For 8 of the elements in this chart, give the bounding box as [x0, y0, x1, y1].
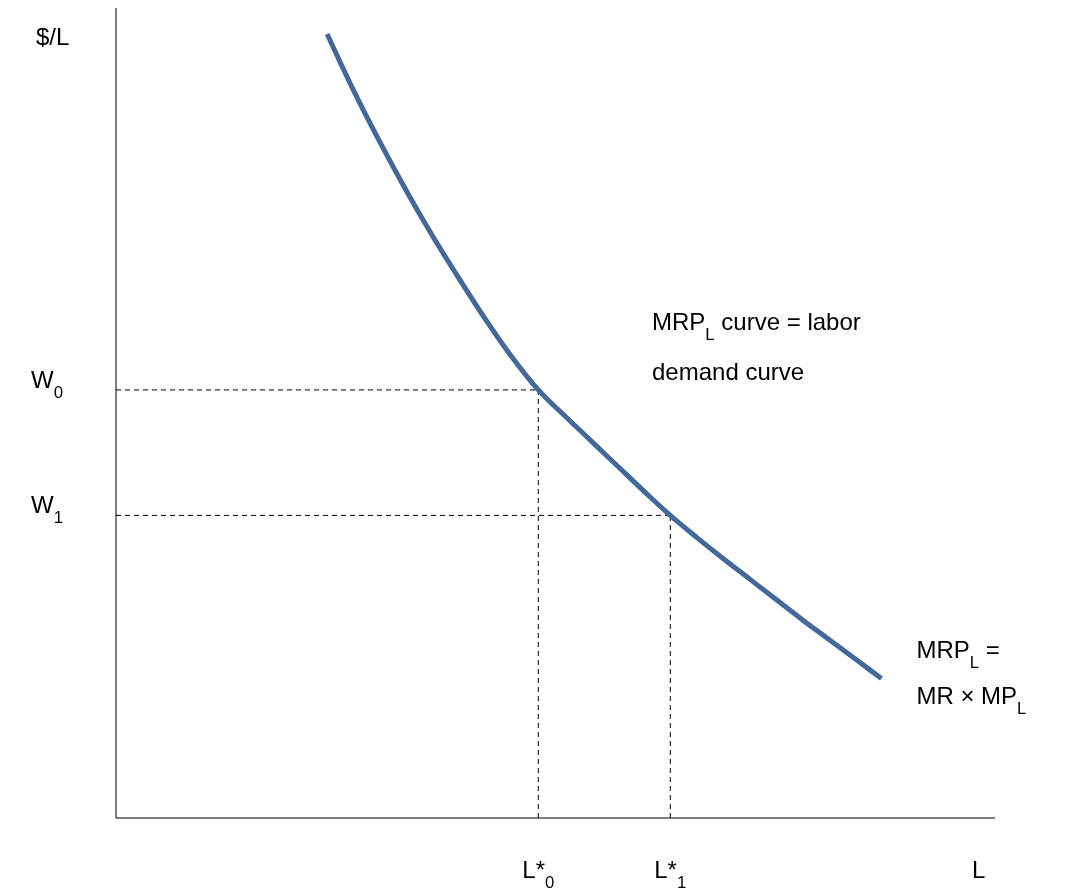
- x-axis-title: L: [972, 856, 986, 883]
- ref-line-label: W$_{1}$: [31, 491, 63, 527]
- annotation: MRP$_{L}$ = MR × MP$_{L}$: [916, 636, 1027, 718]
- ref-line-label: W$_{0}$: [31, 365, 63, 402]
- y-axis-title: $/L: [36, 23, 70, 50]
- annotation: MRP$_{L}$ curve = labor demand curve: [652, 308, 861, 385]
- x-tick-label: L*$_{1}$: [654, 856, 687, 889]
- x-tick-label: L*$_{0}$: [522, 856, 555, 889]
